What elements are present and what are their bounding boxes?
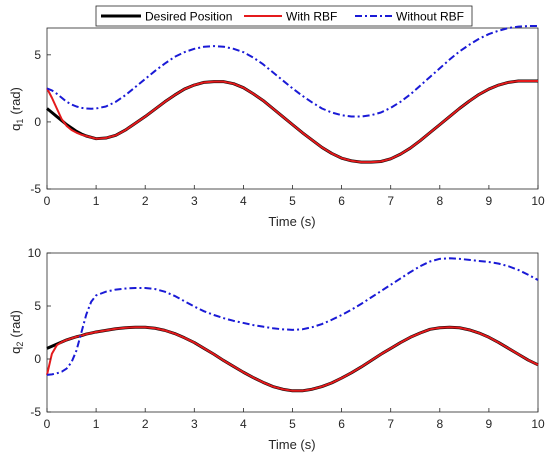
x-tick-label-q2-8: 8 xyxy=(436,417,443,431)
y-tick-label-q2-1: 0 xyxy=(34,352,41,366)
y-tick-layer-q1: -5 0 5 xyxy=(30,48,51,196)
axes-box-q1 xyxy=(46,27,539,190)
y-axis-label-q2: q2 (rad) xyxy=(8,310,25,354)
x-tick-label-q2-1: 1 xyxy=(93,417,100,431)
y-tick-label-q1-0: -5 xyxy=(30,182,41,196)
x-tick-label-q1-0: 0 xyxy=(44,194,51,208)
x-tick-label-q2-3: 3 xyxy=(191,417,198,431)
series-line-q1-with-rbf xyxy=(46,80,538,164)
x-tick-label-q2-0: 0 xyxy=(44,417,51,431)
y-axis-label-q1-sub: 1 xyxy=(15,119,25,124)
x-axis-label-q1: Time (s) xyxy=(268,214,315,229)
y-axis-label-q2-unit: (rad) xyxy=(8,310,23,337)
x-tick-label-q1-7: 7 xyxy=(387,194,394,208)
plot-area-q1 xyxy=(46,24,539,190)
x-axis-label-q2: Time (s) xyxy=(268,437,315,452)
legend-label-with-rbf: With RBF xyxy=(286,10,337,24)
x-tick-layer-q2: 0 1 2 3 4 5 6 7 8 9 10 xyxy=(44,408,545,431)
y-tick-label-q2-0: -5 xyxy=(30,405,41,419)
y-axis-label-q1-unit: (rad) xyxy=(8,87,23,114)
x-tick-label-q1-10: 10 xyxy=(531,194,545,208)
legend-label-without-rbf: Without RBF xyxy=(396,10,464,24)
legend-label-desired: Desired Position xyxy=(145,10,232,24)
y-tick-label-q2-2: 5 xyxy=(34,299,41,313)
x-tick-label-q1-1: 1 xyxy=(93,194,100,208)
x-tick-label-q2-7: 7 xyxy=(387,417,394,431)
legend-entry-without-rbf: Without RBF xyxy=(355,10,464,24)
series-layer-q1 xyxy=(46,24,538,164)
y-tick-label-q2-3: 10 xyxy=(28,246,42,260)
y-axis-label-q1-base: q xyxy=(8,124,23,131)
axes-box-q2 xyxy=(46,252,539,413)
series-layer-q2 xyxy=(46,257,539,393)
legend-box xyxy=(95,5,473,27)
x-tick-label-q2-4: 4 xyxy=(240,417,247,431)
x-tick-label-q2-9: 9 xyxy=(486,417,493,431)
x-tick-label-q1-5: 5 xyxy=(289,194,296,208)
plot-area-q2 xyxy=(46,252,539,413)
legend-entry-with-rbf: With RBF xyxy=(244,10,337,24)
x-tick-label-q1-8: 8 xyxy=(436,194,443,208)
x-tick-label-q2-5: 5 xyxy=(289,417,296,431)
series-line-q2-without-rbf xyxy=(46,257,539,376)
y-tick-label-q1-1: 0 xyxy=(34,115,41,129)
subplot-q1: 0 1 2 3 4 5 6 7 8 9 10 -505 Time (s) q1(rad) xyxy=(8,24,545,229)
x-tick-label-q2-10: 10 xyxy=(531,417,545,431)
series-line-q1-without-rbf xyxy=(46,24,538,118)
x-tick-label-q2-2: 2 xyxy=(142,417,149,431)
legend-entry-desired: Desired Position xyxy=(101,10,232,24)
x-tick-label-q1-2: 2 xyxy=(142,194,149,208)
y-tick-layer-q2: -5 0 5 10 xyxy=(28,246,51,419)
x-tick-label-q1-9: 9 xyxy=(486,194,493,208)
y-tick-label-q1-2: 5 xyxy=(34,48,41,62)
x-tick-label-q1-4: 4 xyxy=(240,194,247,208)
y-axis-label-q1: q1 (rad) xyxy=(8,87,25,131)
legend: Desired Position With RBF Without RBF xyxy=(95,5,473,27)
y-axis-label-q2-sub: 2 xyxy=(15,342,25,347)
series-line-q2-with-rbf xyxy=(46,326,539,392)
x-tick-label-q2-6: 6 xyxy=(338,417,345,431)
x-tick-layer-q1: 0 1 2 3 4 5 6 7 8 9 10 xyxy=(44,185,545,208)
y-axis-label-q2-base: q xyxy=(8,347,23,354)
x-tick-label-q1-3: 3 xyxy=(191,194,198,208)
x-tick-label-q1-6: 6 xyxy=(338,194,345,208)
